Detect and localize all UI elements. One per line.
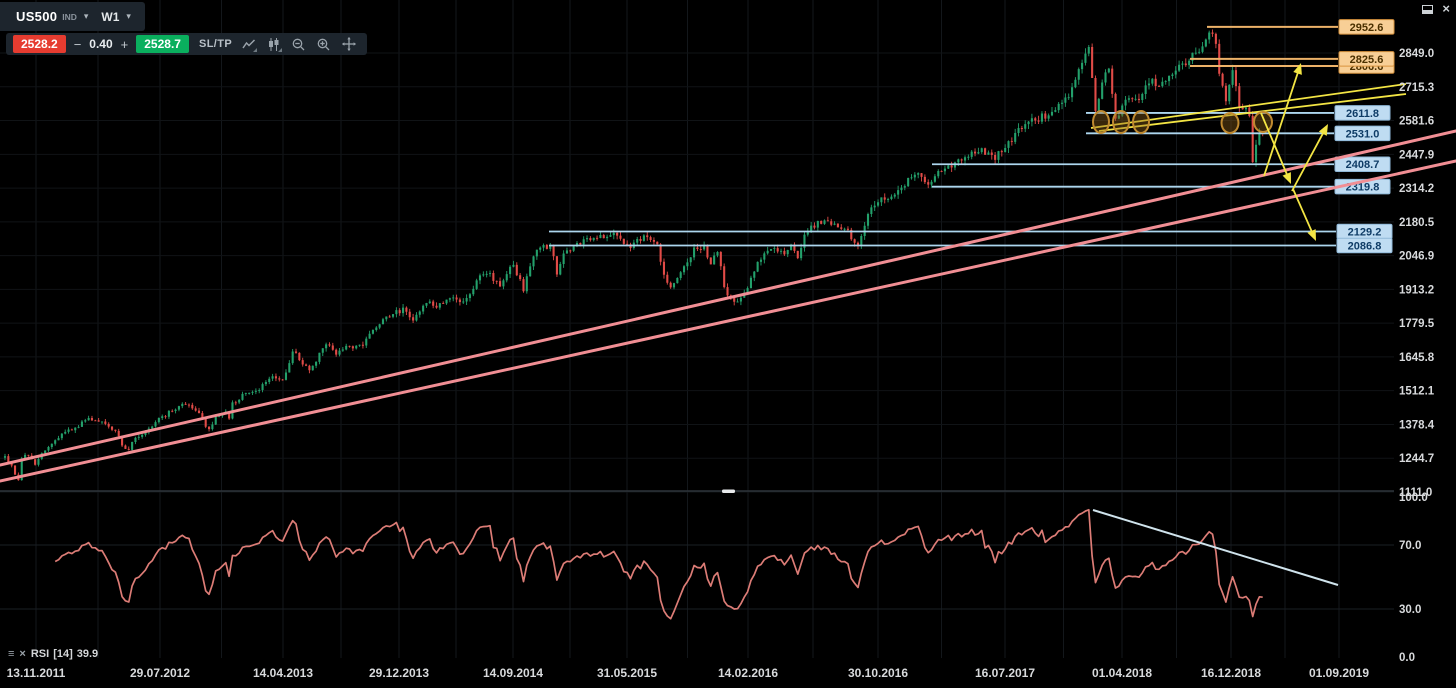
rsi-trendline[interactable]	[1092, 509, 1339, 586]
chevron-down-icon[interactable]: ▾	[126, 11, 131, 21]
sell-button[interactable]: 2528.2	[13, 35, 66, 53]
date-axis-label: 31.05.2015	[597, 666, 657, 680]
yellow-arrow[interactable]	[1260, 112, 1289, 177]
symbol-toolbar: US500 IND ▾ W1 ▾	[0, 2, 145, 31]
price-axis-label: 1512.1	[1399, 386, 1435, 398]
indicator-close-icon[interactable]: ×	[19, 647, 26, 660]
pink-trendline[interactable]	[0, 159, 1456, 483]
price-level-tags: 2952.62806.62825.62611.82531.02408.72319…	[1334, 19, 1395, 254]
date-axis-label: 30.10.2016	[848, 666, 908, 680]
price-axis-label: 2180.5	[1399, 217, 1435, 229]
date-axis-label: 29.07.2012	[130, 666, 190, 680]
highlight-ellipse[interactable]	[1253, 111, 1273, 133]
price-axis-label: 2314.2	[1399, 183, 1434, 195]
yellow-arrow[interactable]	[1263, 70, 1300, 177]
highlight-ellipse[interactable]	[1092, 110, 1110, 134]
minimize-window-icon[interactable]	[1422, 4, 1434, 14]
yellow-arrowhead[interactable]	[1307, 229, 1316, 241]
svg-text:2086.8: 2086.8	[1348, 241, 1382, 253]
price-level-tag[interactable]: 2952.6	[1338, 19, 1395, 35]
svg-text:2952.6: 2952.6	[1350, 22, 1384, 34]
date-axis-label: 13.11.2011	[7, 666, 66, 680]
crosshair-move-icon[interactable]	[340, 37, 357, 52]
yellow-arrowhead[interactable]	[1282, 172, 1291, 184]
price-axis-label: 1779.5	[1399, 318, 1435, 330]
price-axis[interactable]: 2849.0 2715.3 2581.6 2447.9 2314.2 2180.5 2046…	[1399, 48, 1435, 664]
rsi-axis-label: 0.0	[1399, 652, 1415, 664]
svg-text:2825.6: 2825.6	[1350, 54, 1384, 66]
yellow-trendline[interactable]	[1098, 93, 1407, 132]
pane-resize-handle[interactable]	[722, 489, 735, 494]
indicator-name: RSI	[30, 648, 50, 660]
zoom-out-icon[interactable]	[290, 37, 307, 52]
indicator-legend: ≡ × RSI [14] 39.9	[8, 648, 98, 660]
volume-increase-button[interactable]: +	[120, 36, 129, 52]
price-level-tag[interactable]: 2611.8	[1334, 105, 1391, 121]
volume-decrease-button[interactable]: −	[73, 36, 82, 52]
timeframe-selector[interactable]: W1	[101, 9, 120, 24]
price-axis-label: 1244.7	[1399, 453, 1434, 465]
rsi-axis-label: 70.0	[1399, 540, 1421, 552]
symbol-type-badge: IND	[62, 11, 77, 22]
trade-toolbar: 2528.2 − 0.40 + 2528.7 SL/TP	[6, 33, 368, 55]
yellow-arrowhead[interactable]	[1293, 63, 1302, 75]
price-axis-label: 1378.4	[1399, 419, 1435, 431]
price-axis-label: 2046.9	[1399, 251, 1434, 263]
date-axis-label: 14.09.2014	[483, 666, 543, 680]
indicator-menu-icon[interactable]: ≡	[8, 647, 15, 660]
svg-text:2611.8: 2611.8	[1346, 108, 1379, 120]
price-level-tag[interactable]: 2825.6	[1338, 51, 1395, 67]
buy-button[interactable]: 2528.7	[136, 35, 189, 53]
indicator-period: [14]	[53, 648, 73, 660]
date-axis-label: 01.09.2019	[1309, 666, 1369, 680]
yellow-arrow[interactable]	[1292, 188, 1314, 235]
highlight-ellipse[interactable]	[1112, 110, 1130, 134]
yellow-trendline[interactable]	[1090, 83, 1407, 129]
date-axis-label: 16.12.2018	[1201, 666, 1261, 680]
price-axis-label: 2447.9	[1399, 149, 1434, 161]
svg-text:2129.2: 2129.2	[1348, 227, 1382, 239]
indicator-value: 39.9	[76, 648, 99, 660]
candlestick-chart-icon[interactable]	[265, 37, 283, 52]
spread-value: 0.40	[89, 37, 113, 51]
candlestick-series	[3, 29, 1264, 481]
chevron-down-icon[interactable]: ▾	[83, 11, 89, 21]
price-level-tag[interactable]: 2408.7	[1334, 156, 1391, 172]
date-axis-label: 01.04.2018	[1092, 666, 1152, 680]
price-axis-label: 1913.2	[1399, 284, 1434, 296]
highlight-ellipse[interactable]	[1220, 112, 1240, 134]
date-axis-label: 16.07.2017	[975, 666, 1035, 680]
price-level-tag[interactable]: 2086.8	[1336, 237, 1393, 254]
line-chart-icon[interactable]	[240, 37, 258, 52]
price-axis-label: 2849.0	[1399, 48, 1434, 60]
svg-text:2408.7: 2408.7	[1346, 159, 1380, 171]
pink-trendline[interactable]	[0, 129, 1456, 467]
yellow-arrowhead[interactable]	[1318, 124, 1328, 136]
sltp-button[interactable]: SL/TP	[198, 38, 233, 50]
price-level-tag[interactable]: 2531.0	[1334, 125, 1391, 142]
rsi-axis-label: 30.0	[1399, 604, 1421, 616]
highlight-ellipse[interactable]	[1132, 110, 1150, 134]
price-axis-label: 2581.6	[1399, 116, 1434, 128]
date-axis[interactable]: 13.11.2011 29.07.2012 14.04.2013 29.12.2013…	[7, 666, 1370, 680]
price-axis-label: 1111.0	[1399, 487, 1432, 499]
price-axis-label: 2715.3	[1399, 82, 1434, 94]
price-axis-label: 1645.8	[1399, 352, 1435, 364]
rsi-line	[54, 508, 1263, 620]
zoom-in-icon[interactable]	[315, 37, 332, 52]
rsi-axis-label: 100.0	[1399, 492, 1428, 504]
date-axis-label: 14.04.2013	[253, 666, 313, 680]
date-axis-label: 14.02.2016	[718, 666, 778, 680]
symbol-name[interactable]: US500	[16, 9, 58, 24]
date-axis-label: 29.12.2013	[369, 666, 429, 680]
window-controls: ×	[1422, 1, 1450, 16]
close-window-icon[interactable]: ×	[1442, 1, 1450, 16]
svg-text:2531.0: 2531.0	[1346, 128, 1380, 140]
horizontal-level-lines	[549, 25, 1407, 247]
price-level-tag[interactable]: 2129.2	[1336, 223, 1393, 240]
yellow-arrow[interactable]	[1291, 130, 1326, 192]
